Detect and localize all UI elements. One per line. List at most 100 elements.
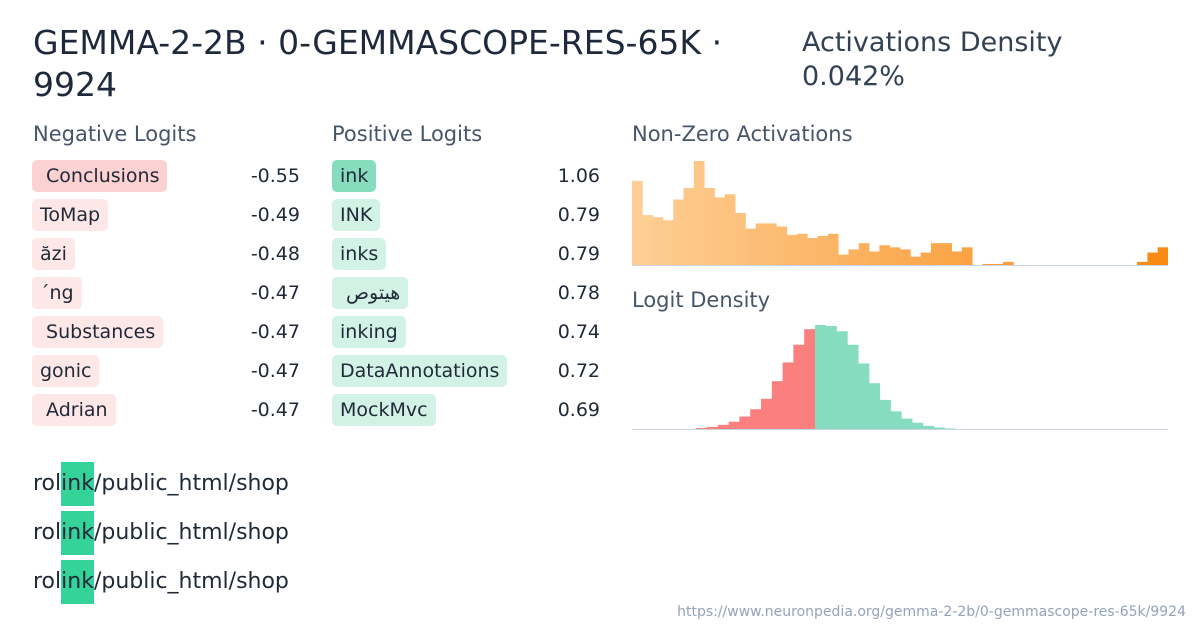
- activation-bar: [827, 233, 839, 265]
- activation-bar: [1147, 252, 1159, 265]
- density-bar-negative: [739, 416, 751, 429]
- positive-logits-list: ink 1.06 INK 0.79 inks 0.79 هيتوص 0.78 inking 0.…: [332, 160, 600, 433]
- activation-bar: [807, 237, 818, 265]
- activation-bar: [1137, 261, 1148, 265]
- density-bar-negative: [804, 329, 816, 429]
- density-label: Activations Density: [802, 27, 1063, 58]
- logit-token: هيتوص: [332, 277, 409, 309]
- logit-token: MockMvc: [332, 394, 436, 426]
- logit-value: 0.72: [557, 360, 600, 382]
- logit-row: Adrian -0.47: [32, 394, 300, 433]
- logit-value: -0.49: [250, 204, 300, 226]
- activation-bar: [652, 217, 664, 265]
- context-text: rol: [33, 569, 62, 594]
- context-text: rol: [33, 471, 62, 496]
- density-bar-negative: [696, 427, 708, 429]
- density-bar-positive: [912, 422, 924, 429]
- activation-bar: [848, 249, 860, 265]
- activation-bar: [673, 199, 684, 265]
- logit-token: ´ng: [32, 277, 82, 309]
- logit-value: 0.74: [557, 321, 600, 343]
- activation-bar: [992, 263, 1004, 265]
- density-bar-positive: [858, 363, 870, 429]
- activation-bar: [786, 234, 798, 265]
- density-bar-positive: [825, 326, 837, 429]
- activation-bar: [724, 194, 736, 265]
- highlighted-token: ink: [61, 462, 94, 506]
- density-bar-positive: [923, 425, 935, 429]
- highlighted-token: ink: [61, 511, 94, 555]
- activation-bar: [662, 220, 674, 265]
- logit-density-title: Logit Density: [632, 288, 771, 312]
- activation-bar: [796, 233, 808, 265]
- density-bar-negative: [782, 362, 794, 429]
- logit-density-chart: [632, 325, 1168, 430]
- activation-bar: [693, 161, 705, 265]
- activation-bar: [838, 254, 849, 265]
- activation-bar: [1003, 261, 1014, 265]
- context-text: /public_html/shop: [93, 471, 289, 496]
- activation-bar: [817, 235, 829, 265]
- logit-token: Adrian: [32, 394, 116, 426]
- logit-token: ToMap: [32, 199, 109, 231]
- activation-bar: [982, 263, 994, 265]
- logit-value: 0.69: [557, 399, 600, 421]
- activation-bar: [951, 251, 963, 265]
- logit-token: Conclusions: [32, 160, 168, 192]
- negative-logits-heading: Negative Logits: [33, 122, 197, 146]
- activation-bar: [900, 249, 911, 265]
- logit-row: DataAnnotations 0.72: [332, 355, 600, 394]
- logit-row: gonic -0.47: [32, 355, 300, 394]
- density-bar-positive: [869, 383, 881, 429]
- density-bar-negative: [717, 424, 729, 429]
- activation-bar: [714, 197, 726, 265]
- activation-bar: [632, 180, 643, 265]
- activation-bar: [755, 223, 767, 265]
- logit-row: inks 0.79: [332, 238, 600, 277]
- density-bar-positive: [890, 411, 902, 429]
- density-bar-negative: [793, 344, 805, 429]
- activation-bar: [642, 215, 654, 265]
- logit-row: ToMap -0.49: [32, 199, 300, 238]
- activation-bar: [766, 223, 777, 265]
- activation-bar: [920, 252, 932, 265]
- activation-bar: [869, 251, 880, 265]
- source-url[interactable]: https://www.neuronpedia.org/gemma-2-2b/0…: [677, 604, 1186, 620]
- density-bar-positive: [879, 399, 891, 429]
- logit-token: gonic: [32, 355, 100, 387]
- activation-bar: [910, 256, 922, 265]
- density-bar-positive: [815, 325, 827, 429]
- logit-row: inking 0.74: [332, 316, 600, 355]
- density-bar-negative: [771, 381, 783, 429]
- activation-bar: [879, 245, 891, 265]
- logit-value: -0.47: [250, 321, 300, 343]
- activation-bar: [889, 247, 901, 265]
- example-row: rolink/public_html/shop: [33, 560, 289, 609]
- activation-examples: rolink/public_html/shop rolink/public_htm…: [33, 462, 289, 609]
- activation-bar: [941, 243, 952, 265]
- negative-logits-list: Conclusions -0.55 ToMap -0.49 ăzi -0.48 ´ng -0.…: [32, 160, 300, 433]
- logit-row: Conclusions -0.55: [32, 160, 300, 199]
- logit-row: Substances -0.47: [32, 316, 300, 355]
- activations-density: Activations Density 0.042%: [802, 26, 1182, 94]
- activation-bar: [745, 228, 757, 265]
- activation-bar: [704, 188, 715, 265]
- non-zero-activations-title: Non-Zero Activations: [632, 122, 853, 146]
- example-row: rolink/public_html/shop: [33, 511, 289, 560]
- logit-row: INK 0.79: [332, 199, 600, 238]
- logit-row: هيتوص 0.78: [332, 277, 600, 316]
- activation-bar: [776, 226, 788, 265]
- context-text: /public_html/shop: [93, 520, 289, 545]
- logit-value: -0.47: [250, 399, 300, 421]
- logit-value: 0.78: [557, 282, 600, 304]
- logit-row: MockMvc 0.69: [332, 394, 600, 433]
- logit-value: -0.48: [250, 243, 300, 265]
- activation-bar: [858, 243, 870, 265]
- highlighted-token: ink: [61, 560, 94, 604]
- logit-token: ink: [332, 160, 377, 192]
- activation-bar: [1157, 247, 1168, 265]
- logit-value: 0.79: [557, 204, 600, 226]
- activation-bar: [961, 247, 973, 265]
- density-bar-negative: [750, 409, 762, 429]
- logit-token: inks: [332, 238, 387, 270]
